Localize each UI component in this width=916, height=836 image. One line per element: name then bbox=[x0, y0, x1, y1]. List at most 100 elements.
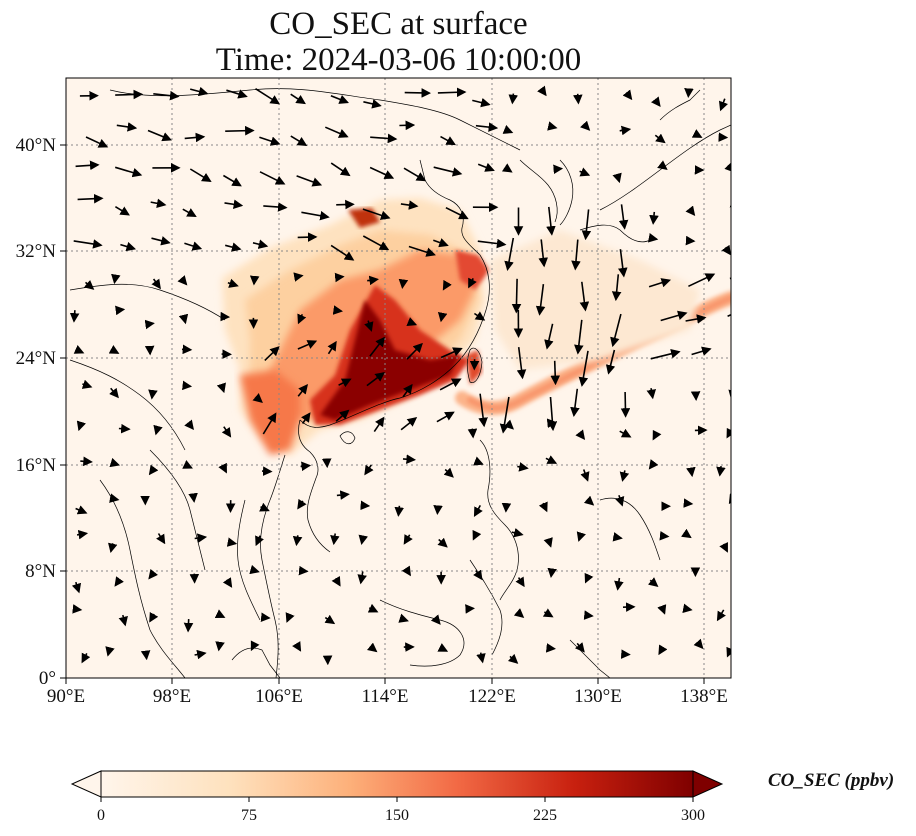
wind-arrow bbox=[250, 640, 260, 652]
wind-arrow bbox=[188, 492, 198, 503]
wind-arrow bbox=[574, 319, 584, 355]
wind-arrow bbox=[610, 313, 622, 348]
wind-arrow bbox=[681, 528, 692, 539]
wind-arrow bbox=[472, 97, 491, 108]
colorbar-tick-label: 300 bbox=[681, 807, 705, 824]
wind-arrow bbox=[297, 384, 309, 397]
wind-arrow bbox=[654, 133, 666, 144]
wind-arrow bbox=[580, 120, 591, 131]
wind-arrow bbox=[118, 423, 131, 434]
wind-arrow bbox=[542, 608, 554, 618]
wind-arrow bbox=[262, 412, 277, 435]
wind-arrow bbox=[402, 454, 416, 464]
wind-arrow bbox=[227, 278, 239, 288]
wind-arrow bbox=[468, 277, 477, 289]
wind-arrow bbox=[80, 456, 93, 467]
coastlines bbox=[69, 88, 731, 678]
wind-arrow bbox=[612, 532, 623, 542]
wind-arrow bbox=[553, 164, 564, 175]
wind-arrow bbox=[502, 124, 514, 134]
wind-arrow bbox=[362, 208, 391, 220]
wind-arrow bbox=[194, 533, 208, 543]
wind-arrow bbox=[369, 166, 395, 179]
wind-arrow bbox=[657, 160, 668, 170]
wind-arrow bbox=[109, 493, 120, 503]
wind-arrow bbox=[114, 206, 130, 216]
wind-arrow bbox=[363, 99, 382, 109]
wind-arrow bbox=[75, 160, 100, 171]
wind-arrow bbox=[290, 93, 306, 105]
wind-arrow bbox=[478, 393, 488, 428]
wind-arrow bbox=[573, 93, 583, 105]
map-frame bbox=[65, 77, 732, 679]
wind-arrow bbox=[324, 614, 336, 625]
wind-arrow bbox=[367, 603, 379, 613]
wind-arrow bbox=[218, 462, 227, 474]
wind-arrow bbox=[547, 121, 558, 131]
wind-arrow bbox=[149, 611, 159, 623]
wind-arrow bbox=[225, 242, 242, 252]
wind-arrow bbox=[182, 380, 193, 391]
wind-arrow bbox=[148, 568, 159, 580]
wind-arrow bbox=[184, 419, 194, 431]
wind-arrow bbox=[297, 340, 318, 350]
lat-tick-label: 32°N bbox=[16, 241, 57, 262]
wind-arrow bbox=[729, 198, 731, 208]
wind-arrow bbox=[366, 642, 378, 653]
wind-arrow bbox=[153, 424, 163, 436]
wind-arrow bbox=[433, 238, 449, 248]
wind-arrow bbox=[83, 279, 95, 290]
wind-arrow bbox=[579, 281, 590, 312]
wind-arrow bbox=[477, 238, 507, 249]
wind-arrow bbox=[111, 273, 121, 285]
wind-arrow bbox=[440, 347, 463, 359]
wind-arrow bbox=[369, 336, 385, 357]
wind-arrow bbox=[682, 603, 693, 614]
lon-tick-label: 130°E bbox=[574, 686, 622, 707]
wind-arrow bbox=[647, 577, 659, 588]
wind-arrow bbox=[685, 205, 696, 217]
wind-arrow bbox=[403, 534, 413, 545]
wind-arrow bbox=[575, 429, 586, 440]
wind-arrow bbox=[108, 542, 118, 554]
wind-arrow bbox=[77, 193, 104, 204]
wind-arrow bbox=[443, 467, 454, 478]
wind-arrow bbox=[546, 418, 557, 429]
wind-arrow bbox=[686, 466, 696, 478]
wind-arrow bbox=[685, 314, 707, 324]
colorbar-label: CO_SEC (ppbv) bbox=[768, 770, 895, 791]
wind-arrow bbox=[618, 249, 628, 278]
wind-arrow bbox=[619, 125, 632, 136]
wind-arrow bbox=[105, 646, 115, 657]
wind-arrow bbox=[537, 85, 547, 97]
wind-arrow bbox=[259, 136, 281, 146]
wind-arrow bbox=[501, 163, 513, 173]
wind-arrow bbox=[581, 209, 592, 241]
wind-arrow bbox=[400, 200, 419, 210]
wind-arrow bbox=[545, 643, 556, 653]
wind-arrow bbox=[301, 412, 311, 424]
wind-arrow bbox=[181, 344, 193, 355]
wind-arrow bbox=[719, 542, 728, 553]
lat-axis: 0° 8°N 16°N 24°N 32°N 40°N bbox=[16, 135, 66, 689]
wind-arrow bbox=[406, 342, 423, 360]
wind-arrow bbox=[260, 612, 271, 623]
wind-arrow bbox=[76, 529, 89, 540]
wind-arrow bbox=[255, 88, 281, 105]
wind-arrow bbox=[81, 379, 93, 389]
wind-arrow bbox=[605, 349, 616, 375]
wind-arrow bbox=[398, 278, 409, 289]
lat-tick-label: 0° bbox=[39, 668, 56, 689]
wind-arrow bbox=[285, 612, 295, 623]
wind-arrow bbox=[73, 239, 103, 249]
wind-arrow bbox=[153, 90, 180, 101]
wind-arrow bbox=[716, 609, 726, 622]
wind-arrow bbox=[148, 464, 159, 476]
wind-arrow bbox=[226, 89, 248, 99]
wind-arrow bbox=[614, 577, 624, 591]
wind-arrow bbox=[108, 345, 120, 354]
wind-arrow bbox=[373, 416, 385, 433]
wind-arrow bbox=[619, 428, 632, 438]
wind-arrow bbox=[504, 237, 515, 271]
